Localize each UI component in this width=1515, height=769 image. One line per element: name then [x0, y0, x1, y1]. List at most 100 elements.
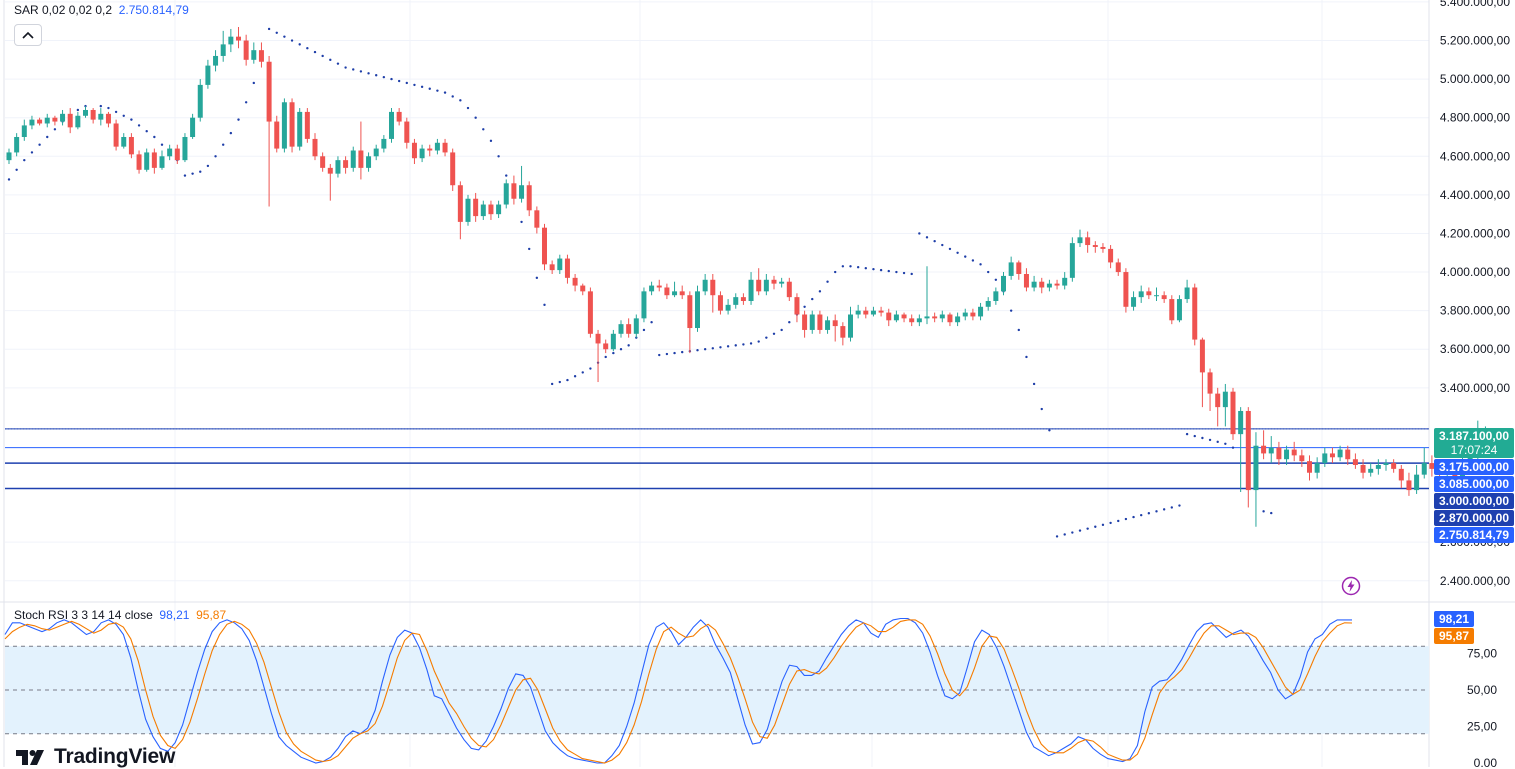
sar-dot	[1216, 440, 1219, 444]
sar-dot	[1048, 429, 1051, 432]
sar-dot	[229, 131, 233, 135]
sar-dot	[964, 255, 967, 258]
sar-dot	[30, 151, 34, 154]
level-tag-text: 3.085.000,00	[1439, 477, 1509, 491]
candle-body	[587, 291, 593, 334]
sar-dot	[1032, 382, 1036, 386]
sar-dot	[1185, 432, 1189, 436]
sar-dot	[367, 72, 370, 75]
sar-dot	[550, 382, 554, 386]
sar-dot	[573, 375, 577, 378]
sar-dot	[726, 345, 730, 348]
candle-body	[1023, 273, 1029, 288]
sar-dot	[642, 328, 646, 332]
candle-body	[1276, 447, 1282, 460]
sar-dot	[413, 83, 416, 87]
sar-dot	[1201, 436, 1204, 440]
sar-dot	[1025, 355, 1028, 359]
candle-body	[901, 314, 907, 319]
candle-body	[748, 279, 754, 301]
lightning-icon[interactable]	[1341, 576, 1361, 596]
stoch-tick-label: 75,00	[1467, 647, 1497, 661]
sar-dot	[650, 321, 653, 324]
candle-body	[389, 111, 394, 139]
sar-dot	[558, 380, 561, 384]
stoch-legend[interactable]: Stoch RSI 3 3 14 14 close 98,21 95,87	[14, 608, 226, 622]
sar-dot	[298, 43, 301, 46]
sar-dot	[451, 95, 454, 98]
stoch-tick-label: 50,00	[1467, 683, 1497, 697]
tradingview-logo[interactable]: TradingView	[16, 745, 175, 769]
sar-dot	[15, 168, 18, 171]
sar-dot	[994, 278, 998, 281]
candle-body	[503, 183, 509, 205]
candle-body	[1291, 449, 1297, 456]
sar-dot	[405, 81, 408, 85]
price-tick-label: 4.600.000,00	[1440, 149, 1510, 163]
sar-dot	[719, 346, 722, 349]
candle-body	[557, 258, 563, 271]
sar-dot	[528, 247, 531, 251]
price-axis[interactable]: 5.400.000,00 5.200.000,00 5.000.000,00 4.80…	[1440, 0, 1510, 767]
sar-dot	[948, 247, 952, 251]
candle-body	[610, 333, 616, 350]
candle-body	[993, 291, 999, 301]
sar-dot	[283, 35, 286, 38]
candle-body	[970, 312, 976, 317]
candle-body	[457, 185, 463, 222]
sar-dot	[1178, 504, 1181, 507]
sar-dot	[199, 170, 202, 173]
sar-dot	[252, 81, 255, 85]
sar-dot	[856, 266, 860, 269]
candle-body	[136, 154, 142, 170]
sar-dot	[137, 124, 141, 127]
sar-dot	[244, 101, 248, 104]
sar-dot	[987, 270, 990, 274]
candle-body	[1307, 461, 1312, 473]
candle-body	[955, 316, 961, 323]
candle-body	[1062, 277, 1068, 286]
sar-dot	[619, 348, 623, 351]
sar-dot	[222, 143, 225, 146]
sar-dot	[681, 350, 684, 354]
sar-dot	[742, 343, 745, 346]
sar-dot	[375, 74, 378, 77]
sar-dot	[275, 31, 278, 35]
candle-body	[144, 152, 150, 170]
candle-body	[1429, 463, 1435, 469]
sar-dot	[872, 267, 875, 271]
candle-body	[626, 324, 632, 334]
candle-body	[167, 148, 173, 157]
sar-dot	[76, 108, 80, 112]
candle-body	[52, 117, 58, 122]
candle-body	[1092, 245, 1098, 247]
sar-dot	[352, 68, 355, 71]
sar-dot	[879, 268, 883, 272]
sar-dot	[1193, 434, 1196, 438]
candle-body	[465, 198, 471, 222]
candle-body	[90, 109, 96, 120]
candle-body	[14, 136, 20, 153]
collapse-legend-button[interactable]	[14, 24, 42, 46]
candle-body	[947, 314, 953, 323]
candle-body	[159, 156, 165, 168]
sar-dot	[627, 344, 630, 347]
sar-legend[interactable]: SAR 0,02 0,02 0,2 2.750.814,79	[14, 3, 189, 17]
sar-legend-value: 2.750.814,79	[118, 3, 189, 17]
sar-dot	[734, 344, 737, 347]
candle-body	[1077, 237, 1083, 244]
stoch-legend-k: 98,21	[159, 608, 190, 622]
candle-body	[281, 102, 287, 149]
stoch-legend-d: 95,87	[196, 608, 227, 622]
sar-dot	[122, 114, 125, 117]
sar-dot	[788, 321, 791, 324]
candle-body	[848, 314, 853, 338]
sar-dot	[1086, 527, 1089, 530]
candle-body	[679, 291, 685, 296]
sar-dot	[306, 47, 309, 50]
candle-body	[580, 285, 586, 292]
sar-dot	[160, 143, 164, 146]
candle-body	[710, 279, 716, 296]
candle-body	[1008, 262, 1014, 276]
